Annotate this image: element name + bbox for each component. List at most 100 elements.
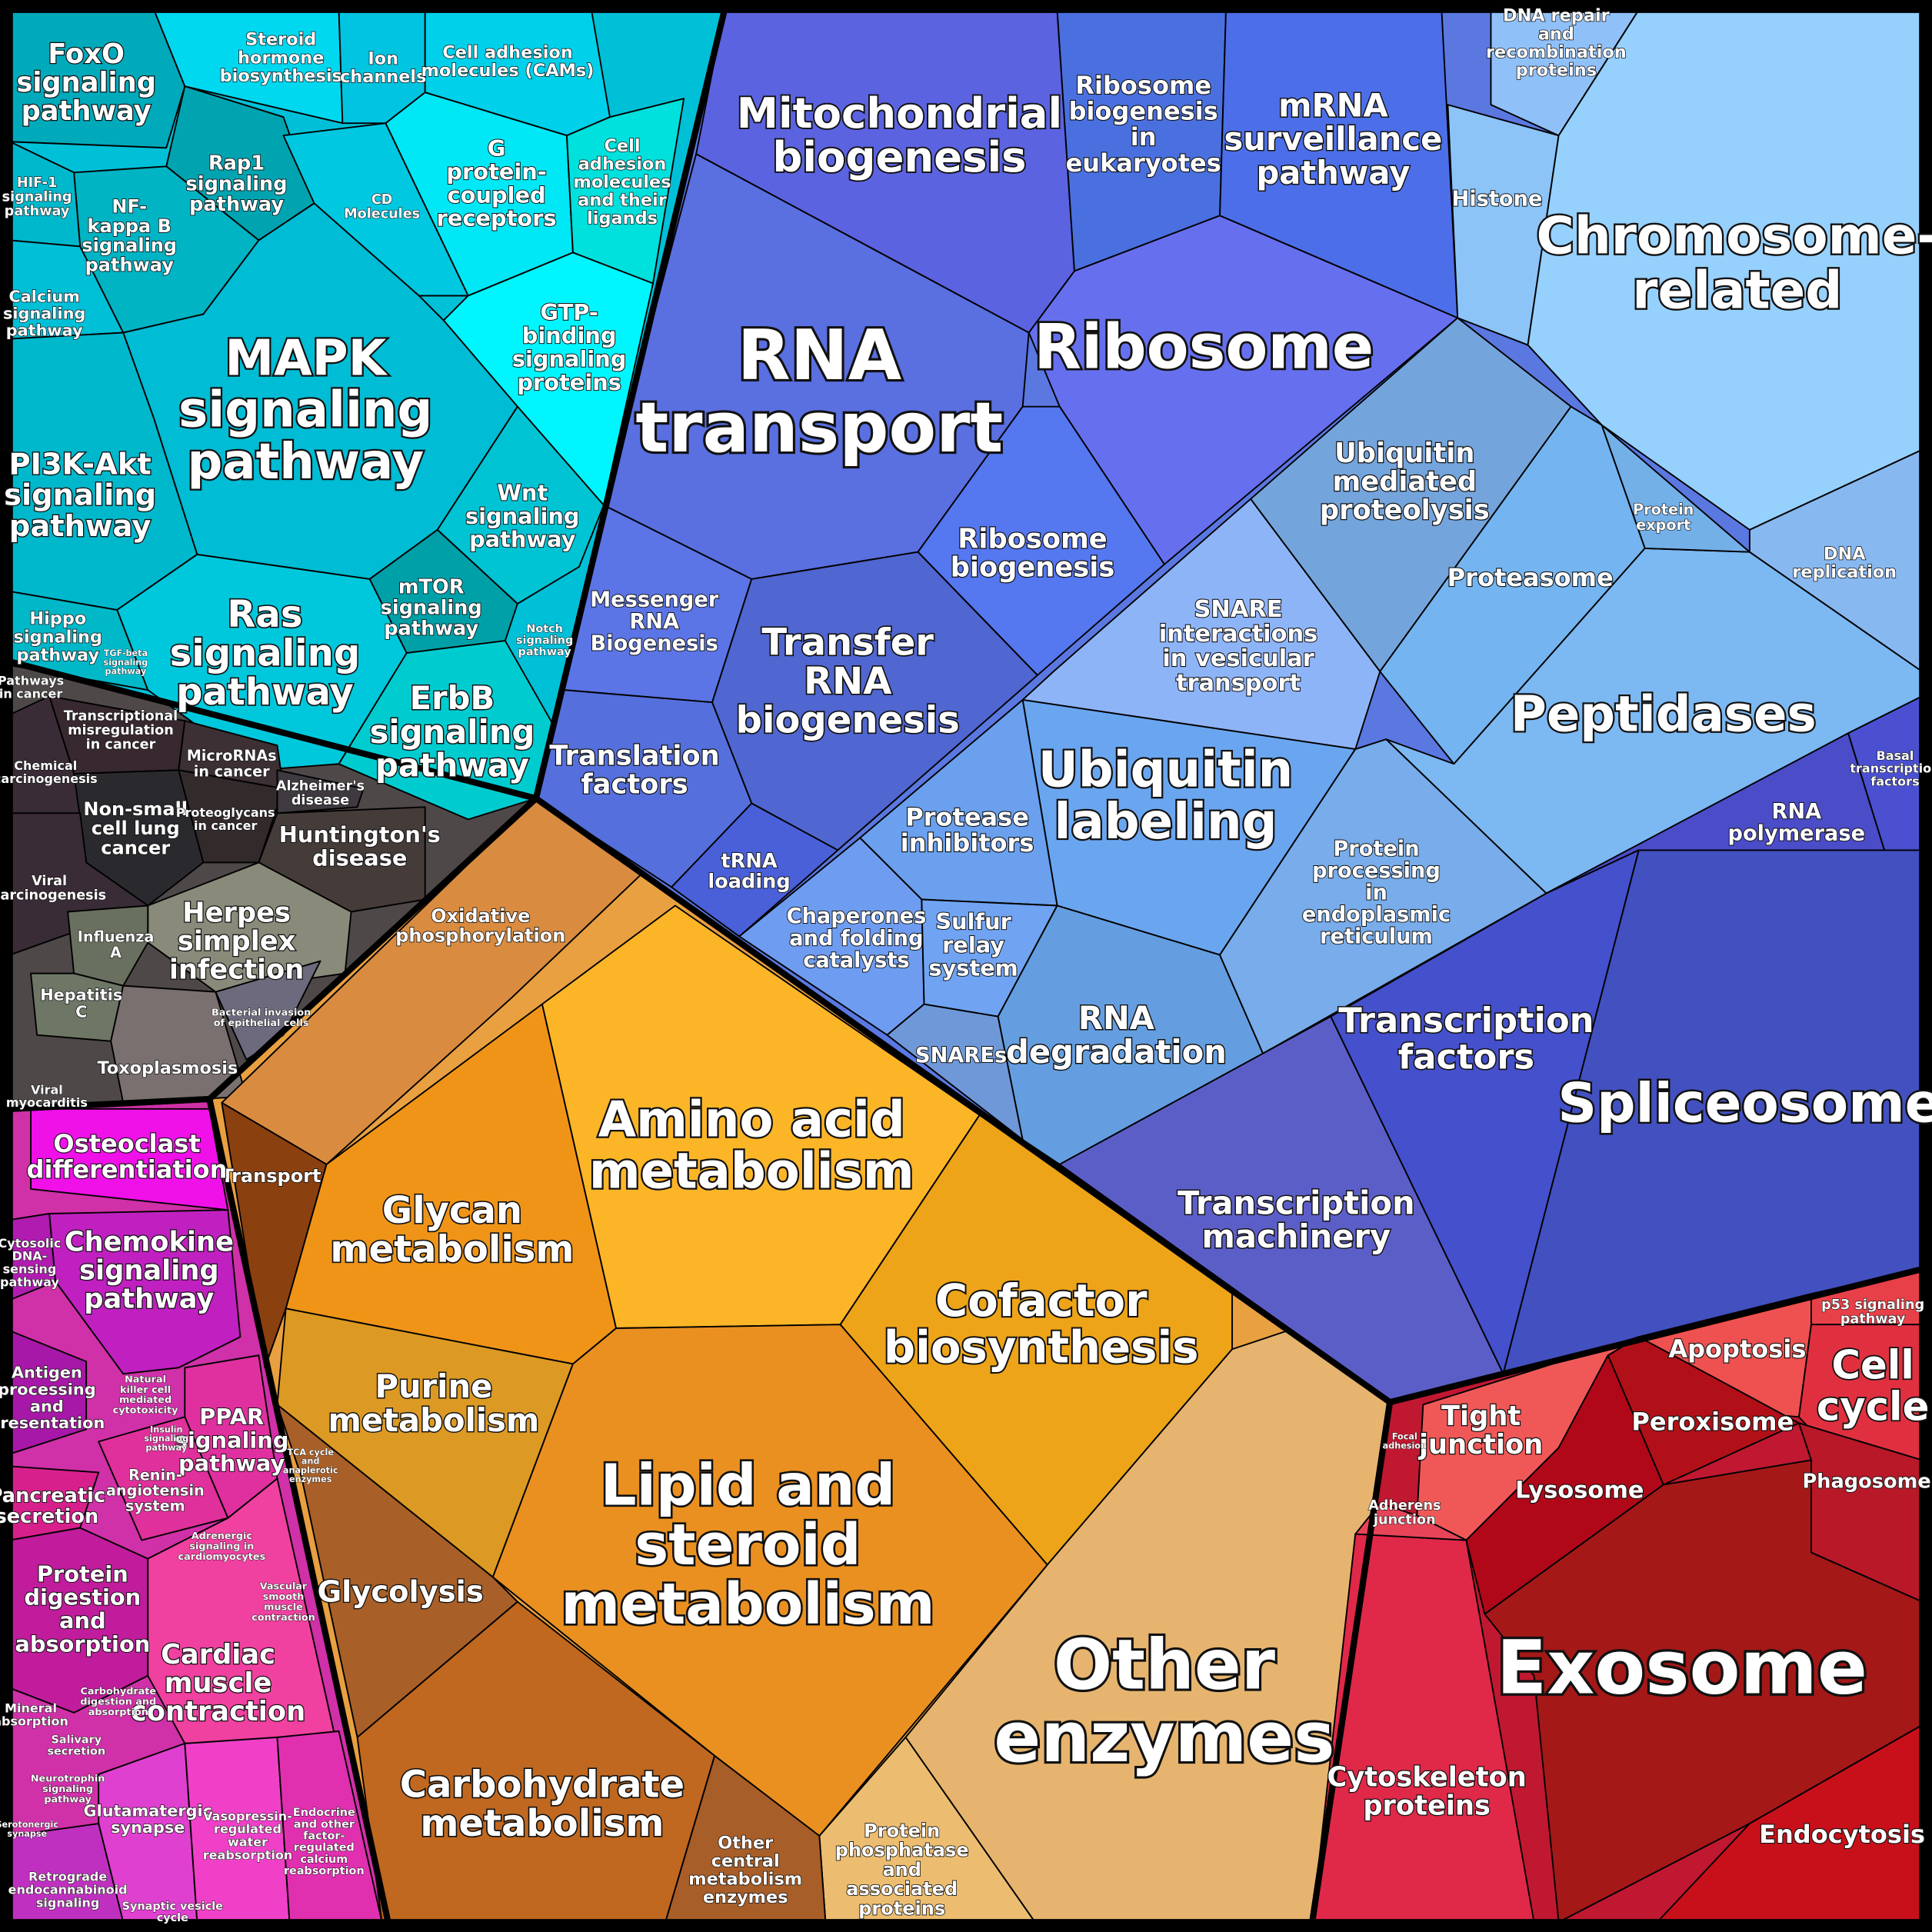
cell-label-line: and: [1538, 24, 1574, 44]
cell-label-line: pathway: [85, 254, 175, 275]
cell-label-line: coupled: [448, 182, 546, 208]
cell-label: Other central metabolism enzymes: [688, 1833, 802, 1907]
cell-label-line: Adrenergic: [192, 1531, 252, 1542]
cell-label-line: signaling: [512, 346, 627, 372]
cell-label-line: Basal: [1877, 748, 1914, 762]
cell-label-line: Transfer: [761, 621, 934, 665]
cell-label-line: signaling: [16, 67, 156, 98]
cell-label: Translation factors: [549, 740, 719, 800]
cell: [258, 806, 426, 913]
cell-label-line: Purine: [375, 1367, 492, 1405]
cell-label: Apoptosis: [1668, 1334, 1806, 1364]
cell-label: RNA transport: [635, 316, 1003, 468]
cell-label-line: reabsorption: [203, 1847, 292, 1862]
cell-label-line: CD: [371, 192, 393, 208]
cell-label-line: Transport: [221, 1165, 321, 1187]
cell-label-line: Ribosome: [1034, 311, 1374, 383]
cell-label: Herpes simplex infection: [169, 898, 304, 986]
cell-label: Endocytosis: [1759, 1820, 1925, 1849]
cell-label: Rap1 signaling pathway: [186, 152, 288, 216]
cell-label-line: relay: [942, 931, 1004, 958]
cell-label-line: Carbohydrate: [400, 1763, 685, 1806]
cell-label-line: Protein: [864, 1820, 940, 1841]
cell-label-line: signaling: [170, 631, 361, 675]
cell-label-line: Influenza: [78, 928, 155, 945]
cell-label-line: angiotensin: [106, 1481, 205, 1499]
cell-label-line: C: [75, 1003, 87, 1021]
cell-label-line: Carbohydrate: [80, 1685, 156, 1697]
cell-label-line: Molecules: [344, 206, 420, 222]
cell-label-line: and: [30, 1397, 64, 1415]
cell-label: Amino acid metabolism: [589, 1091, 914, 1200]
cell-label-line: simplex: [178, 926, 296, 958]
cell-label-line: RNA: [738, 316, 902, 396]
cell-label-line: Cardiac: [161, 1639, 275, 1671]
cell-label-line: polymerase: [1728, 821, 1866, 845]
cell-label-line: processing: [0, 1380, 96, 1398]
cell-label-line: molecules: [573, 172, 671, 192]
cell-label: Cell cycle: [1817, 1343, 1930, 1431]
cell-label-line: Chemical: [14, 758, 77, 773]
cell-label-line: hormone: [238, 48, 324, 68]
cell-label: Carbohydrate metabolism: [400, 1763, 685, 1844]
cell-label-line: protein-: [446, 158, 546, 185]
cell-label: Cytoskeleton proteins: [1327, 1761, 1526, 1821]
cell: [671, 802, 839, 938]
cell-label-line: and their: [578, 190, 667, 210]
cell-label-line: SNAREs: [915, 1043, 1007, 1067]
cell-label-line: Glycolysis: [318, 1574, 484, 1609]
cell-label-line: Peptidases: [1511, 686, 1817, 743]
cell-label-line: Pancreatic: [0, 1484, 105, 1507]
cell-label-line: Transcription: [1338, 1000, 1594, 1041]
cell-label: Chromosome-related: [1536, 205, 1932, 320]
cell-label: Notch signaling pathway: [516, 623, 573, 658]
cell-label-line: proteins: [1516, 60, 1597, 80]
cell-label-line: factors: [1870, 774, 1919, 788]
cell-label-line: replication: [1792, 561, 1897, 581]
cell-label-line: Ion: [368, 48, 398, 68]
cell-label: PI3K-Akt signaling pathway: [4, 447, 156, 544]
cell-label-line: Transcriptional: [64, 709, 178, 724]
cell-label-line: calcium: [300, 1854, 348, 1866]
cell-label: Mineral absorption: [0, 1700, 68, 1728]
cell-label-line: pathway: [188, 434, 425, 491]
cell-label-line: phosphorylation: [395, 924, 565, 946]
cell-label: Salivary secretion: [47, 1734, 105, 1758]
cell-label: Proteoglycans in cancer: [176, 804, 275, 832]
cell-label-line: differentiation: [27, 1155, 228, 1184]
cell-label-line: factor-: [303, 1830, 345, 1842]
cell-label-line: adhesion: [578, 154, 667, 174]
cell-label: Ubiquitin labeling: [1038, 741, 1294, 850]
cell-label: Tight junction: [1417, 1401, 1543, 1461]
cell-label: Synaptic vesicle cycle: [122, 1900, 224, 1924]
cell: [1465, 1354, 1664, 1615]
cell-label-line: endoplasmic: [1302, 903, 1451, 927]
cell-label-line: pathway: [189, 193, 284, 216]
cell-label-line: pathway: [84, 1283, 214, 1314]
cell-label-line: NF-: [112, 196, 147, 218]
cell-label-line: mTOR: [398, 575, 465, 598]
cell-label: Ubiquitin mediated proteolysis: [1320, 438, 1490, 526]
cell-label-line: Proteoglycans: [176, 804, 275, 819]
cell-label: Spliceosome: [1557, 1071, 1932, 1134]
cell-label-line: water: [228, 1834, 268, 1849]
cell-label-line: pathway: [178, 1451, 285, 1477]
cell-label: Pancreaticsecretion: [0, 1484, 105, 1528]
cell-label-line: signaling: [14, 627, 102, 647]
cell-label: Protein phosphatase and associated proteins: [835, 1820, 969, 1919]
cell-label-line: signaling: [175, 1427, 289, 1453]
cell-label: SNAREs: [915, 1043, 1007, 1067]
cell-label-line: inhibitors: [901, 828, 1034, 858]
cell-label-line: contraction: [131, 1696, 305, 1727]
cell-label-line: Phagosome: [1802, 1470, 1930, 1493]
cell-label-line: cytotoxicity: [113, 1404, 178, 1416]
cell-label: ErbB signaling pathway: [370, 679, 535, 784]
cell-label: TCA cycle and anaplerotic enzymes: [283, 1447, 338, 1484]
cell-label: Ribosome: [1034, 311, 1374, 383]
cell-label: Ribosome biogenesis: [951, 523, 1115, 583]
cell-label-line: Cytoskeleton: [1327, 1761, 1526, 1793]
cell-label: Transcription factors: [1338, 1000, 1594, 1077]
cell-label-line: Huntington's: [279, 821, 441, 848]
